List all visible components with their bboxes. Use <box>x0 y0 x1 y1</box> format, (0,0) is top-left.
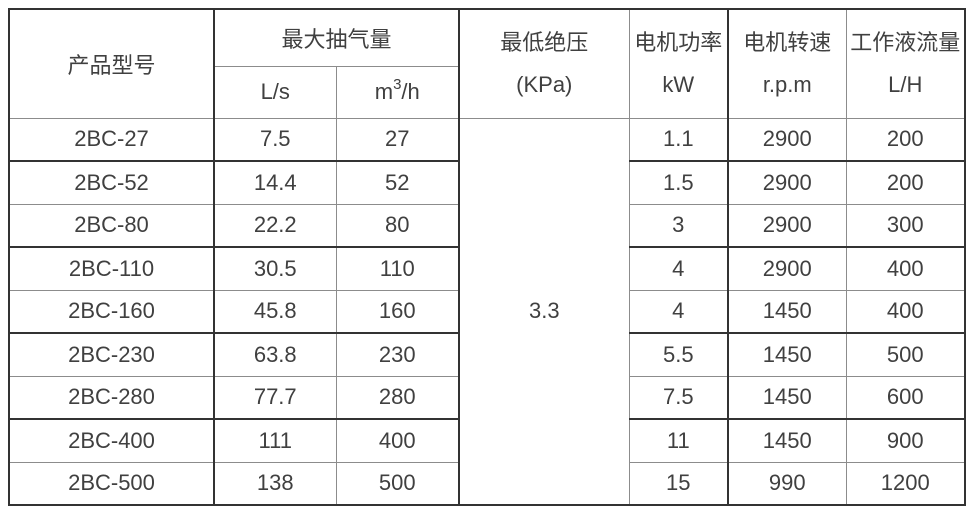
table-row: 2BC-160 45.8 160 4 1450 400 <box>8 289 966 334</box>
cell-rpm: 2900 <box>727 203 847 248</box>
table-row: 2BC-27 7.5 27 3.3 1.1 2900 200 <box>8 117 966 506</box>
cell-rpm: 1450 <box>727 375 847 420</box>
header-row-2: L/s m3/h <box>9 65 965 119</box>
cell-m3h: 280 <box>335 375 460 420</box>
cell-ls: 45.8 <box>213 289 337 334</box>
header-max-capacity: 最大抽气量 <box>212 8 460 67</box>
header-min-abs-pressure-line1: 最低绝压 <box>500 29 589 55</box>
cell-flow: 900 <box>845 418 966 463</box>
cell-model: 2BC-80 <box>8 203 215 248</box>
cell-kw: 4 <box>628 246 729 291</box>
cell-kw: 15 <box>628 461 729 506</box>
cell-m3h: 52 <box>335 160 460 205</box>
m3h-base: m <box>374 79 394 104</box>
cell-model: 2BC-230 <box>8 332 215 377</box>
header-motor-power-line2: kW <box>662 71 695 97</box>
cell-rpm: 2900 <box>727 246 847 291</box>
m3h-rest: /h <box>401 79 420 104</box>
table-row: 2BC-230 63.8 230 5.5 1450 500 <box>8 332 966 377</box>
cell-flow: 200 <box>845 160 966 205</box>
cell-pressure-merged: 3.3 <box>458 117 630 506</box>
cell-m3h: 160 <box>335 289 460 334</box>
table-row: 2BC-280 77.7 280 7.5 1450 600 <box>8 375 966 420</box>
cell-ls: 7.5 <box>213 117 337 162</box>
cell-m3h: 110 <box>335 246 460 291</box>
cell-flow: 500 <box>845 332 966 377</box>
cell-kw: 5.5 <box>628 332 729 377</box>
cell-m3h: 27 <box>335 117 460 162</box>
header-working-fluid-flow: 工作液流量 L/H <box>845 8 966 119</box>
cell-kw: 1.5 <box>628 160 729 205</box>
cell-ls: 14.4 <box>213 160 337 205</box>
cell-kw: 3 <box>628 203 729 248</box>
cell-ls: 77.7 <box>213 375 337 420</box>
cell-rpm: 990 <box>727 461 847 506</box>
pump-spec-table: 产品型号 最大抽气量 最低绝压 (KPa) 电机功率 kW 电机转速 r.p.m… <box>8 8 967 506</box>
cell-flow: 1200 <box>845 461 966 506</box>
cell-m3h: 400 <box>335 418 460 463</box>
cell-model: 2BC-27 <box>8 117 215 162</box>
cell-ls: 111 <box>213 418 337 463</box>
header-motor-speed-line1: 电机转速 <box>743 29 832 55</box>
cell-rpm: 1450 <box>727 332 847 377</box>
cell-flow: 200 <box>845 117 966 162</box>
cell-ls: 63.8 <box>213 332 337 377</box>
cell-m3h: 230 <box>335 332 460 377</box>
cell-flow: 300 <box>845 203 966 248</box>
cell-kw: 11 <box>628 418 729 463</box>
table-row: 2BC-400 111 400 11 1450 900 <box>8 418 966 463</box>
table-row: 2BC-52 14.4 52 1.5 2900 200 <box>8 160 966 205</box>
cell-model: 2BC-160 <box>8 289 215 334</box>
header-min-abs-pressure: 最低绝压 (KPa) <box>458 8 630 119</box>
cell-kw: 1.1 <box>628 117 729 162</box>
table-row: 2BC-500 138 500 15 990 1200 <box>8 461 966 506</box>
cell-flow: 600 <box>845 375 966 420</box>
cell-model: 2BC-400 <box>8 418 215 463</box>
header-unit-ls: L/s <box>213 65 337 119</box>
cell-kw: 7.5 <box>628 375 729 420</box>
header-row-1: 产品型号 最大抽气量 最低绝压 (KPa) 电机功率 kW 电机转速 r.p.m… <box>8 8 966 119</box>
header-working-fluid-flow-line1: 工作液流量 <box>850 29 961 55</box>
cell-model: 2BC-110 <box>8 246 215 291</box>
cell-flow: 400 <box>845 246 966 291</box>
header-motor-power-line1: 电机功率 <box>634 29 723 55</box>
header-motor-speed: 电机转速 r.p.m <box>727 8 847 119</box>
cell-model: 2BC-280 <box>8 375 215 420</box>
m3h-superscript: 3 <box>393 75 402 93</box>
header-min-abs-pressure-line2: (KPa) <box>516 71 573 97</box>
header-unit-m3h: m3/h <box>335 65 460 119</box>
cell-m3h: 80 <box>335 203 460 248</box>
cell-model: 2BC-500 <box>8 461 215 506</box>
cell-m3h: 500 <box>335 461 460 506</box>
cell-model: 2BC-52 <box>8 160 215 205</box>
cell-rpm: 2900 <box>727 117 847 162</box>
header-product-model: 产品型号 <box>8 8 215 119</box>
cell-rpm: 2900 <box>727 160 847 205</box>
cell-flow: 400 <box>845 289 966 334</box>
cell-rpm: 1450 <box>727 418 847 463</box>
table-row: 2BC-110 30.5 110 4 2900 400 <box>8 246 966 291</box>
cell-rpm: 1450 <box>727 289 847 334</box>
header-motor-speed-line2: r.p.m <box>762 71 812 97</box>
cell-ls: 138 <box>213 461 337 506</box>
cell-kw: 4 <box>628 289 729 334</box>
header-working-fluid-flow-line2: L/H <box>888 71 923 97</box>
header-motor-power: 电机功率 kW <box>628 8 729 119</box>
cell-ls: 22.2 <box>213 203 337 248</box>
cell-ls: 30.5 <box>213 246 337 291</box>
